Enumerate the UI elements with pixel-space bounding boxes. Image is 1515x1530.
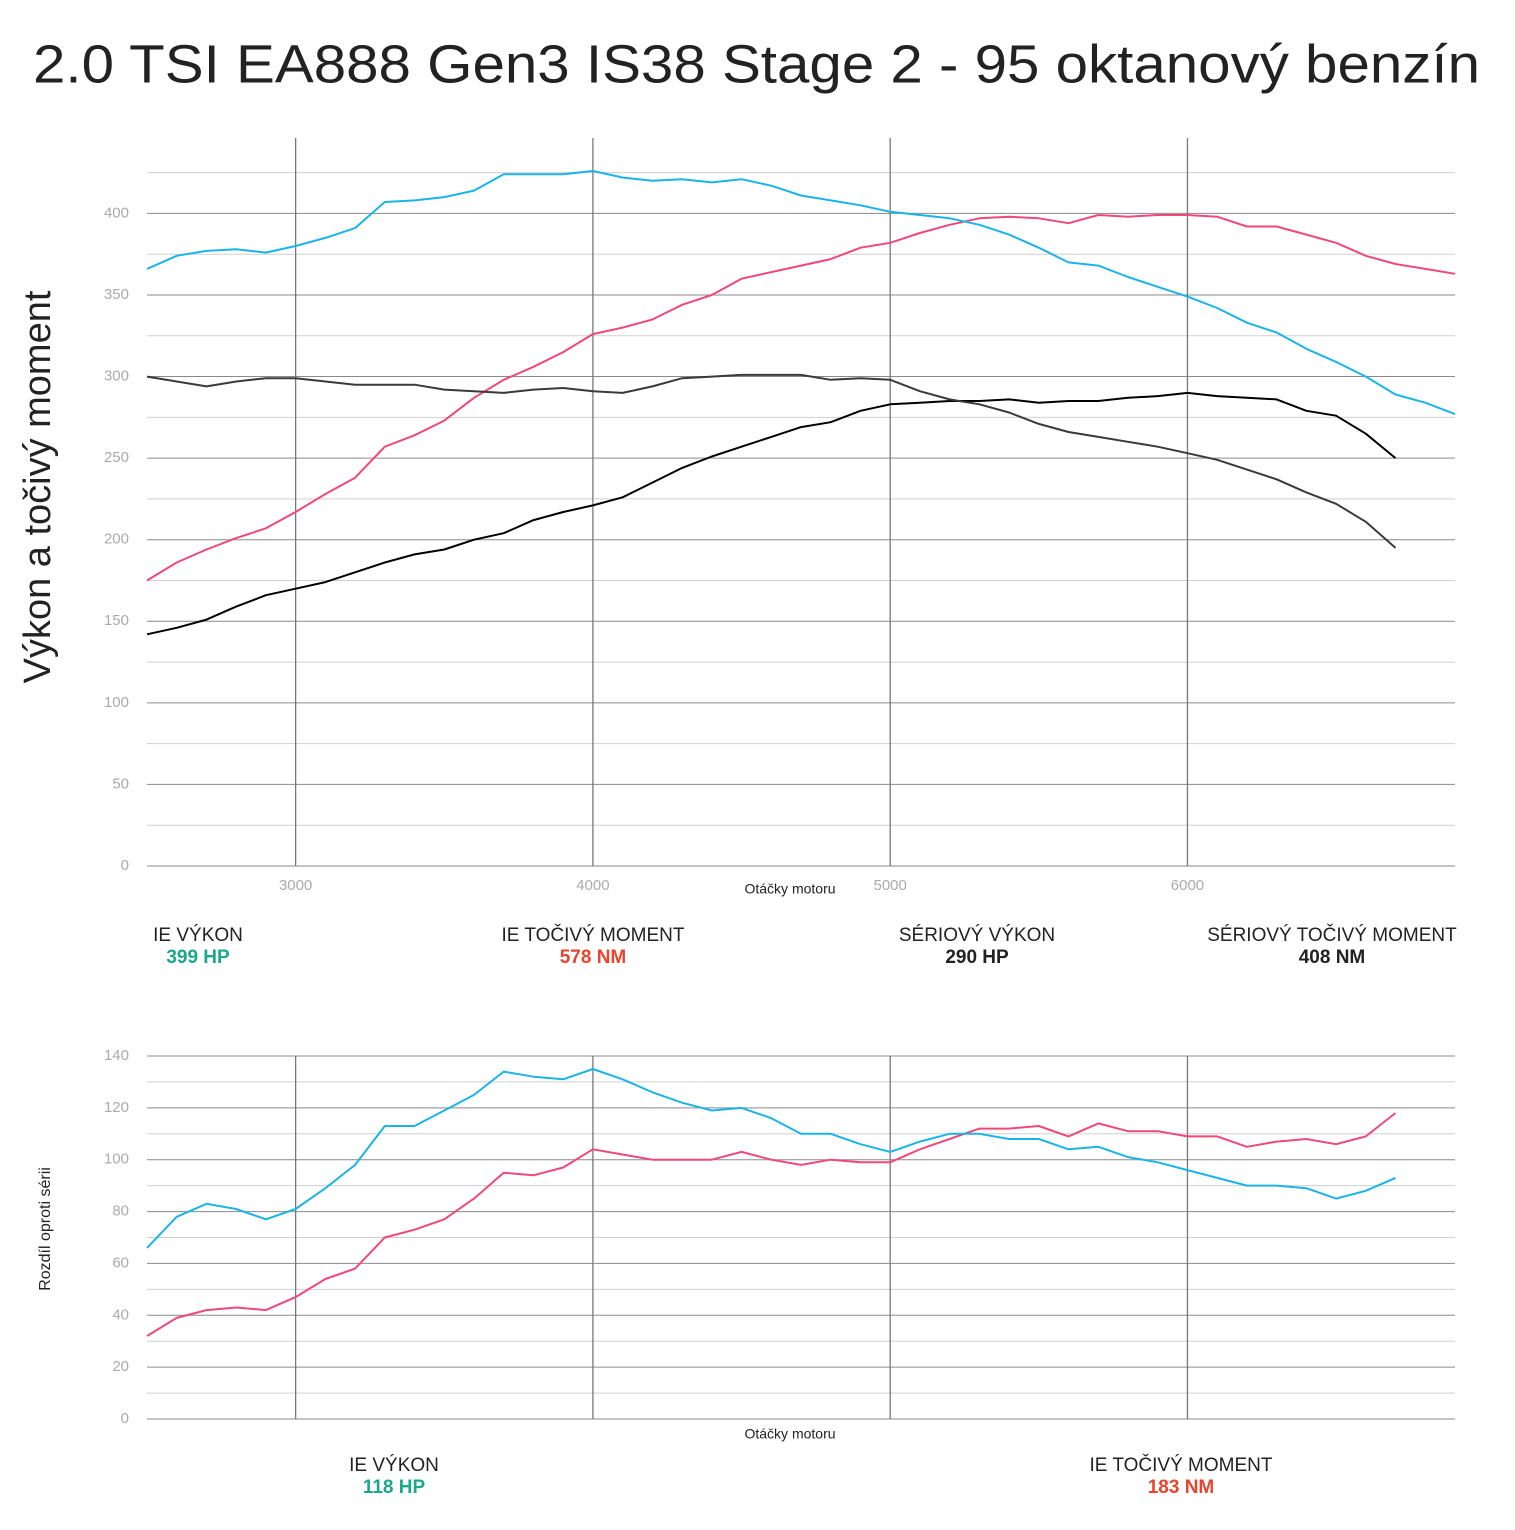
legend-value: 408 NM: [1299, 947, 1366, 968]
x-tick-label: 6000: [1171, 877, 1204, 894]
chart-title: 2.0 TSI EA888 Gen3 IS38 Stage 2 - 95 okt…: [33, 34, 1480, 94]
legend-name: SÉRIOVÝ VÝKON: [899, 925, 1055, 946]
legend-value: 183 NM: [1148, 1477, 1215, 1498]
legend-value: 399 HP: [166, 947, 230, 968]
y-axis-label: Výkon a točivý moment: [17, 290, 59, 683]
legend-name: IE TOČIVÝ MOMENT: [502, 924, 685, 946]
y-tick-label: 100: [104, 694, 129, 711]
y-tick-label: 100: [104, 1151, 129, 1168]
y-tick-label: 350: [104, 286, 129, 303]
series-line: [146, 391, 1397, 636]
y-axis-label: Rozdíl oproti sérii: [37, 1167, 54, 1291]
x-tick-label: 5000: [873, 877, 906, 894]
legend-name: IE TOČIVÝ MOMENT: [1090, 1454, 1273, 1476]
y-tick-label: 400: [104, 204, 129, 221]
y-tick-label: 20: [112, 1358, 129, 1375]
series-line: [146, 1112, 1397, 1337]
legend-name: SÉRIOVÝ TOČIVÝ MOMENT: [1207, 924, 1457, 946]
y-tick-label: 250: [104, 449, 129, 466]
y-tick-label: 0: [121, 1410, 129, 1427]
legend-name: IE VÝKON: [153, 925, 243, 946]
x-tick-label: 4000: [576, 877, 609, 894]
x-axis-label: Otáčky motoru: [744, 1426, 835, 1442]
y-tick-label: 200: [104, 531, 129, 548]
y-tick-label: 150: [104, 612, 129, 629]
series-line: [146, 214, 1456, 582]
x-axis-label: Otáčky motoru: [744, 881, 835, 897]
legend-name: IE VÝKON: [349, 1455, 439, 1476]
y-tick-label: 140: [104, 1047, 129, 1064]
y-tick-label: 60: [112, 1254, 129, 1271]
legend-value: 118 HP: [363, 1477, 426, 1498]
series-line: [146, 1068, 1396, 1249]
legend-value: 290 HP: [945, 947, 1009, 968]
y-tick-label: 50: [112, 775, 129, 792]
y-tick-label: 300: [104, 368, 129, 385]
y-tick-label: 80: [112, 1203, 129, 1220]
legend-value: 578 NM: [560, 947, 627, 968]
x-tick-label: 3000: [279, 877, 312, 894]
y-tick-label: 0: [121, 857, 129, 874]
series-line: [146, 170, 1456, 416]
series-line: [146, 373, 1397, 549]
y-tick-label: 40: [112, 1306, 129, 1323]
y-tick-label: 120: [104, 1099, 129, 1116]
